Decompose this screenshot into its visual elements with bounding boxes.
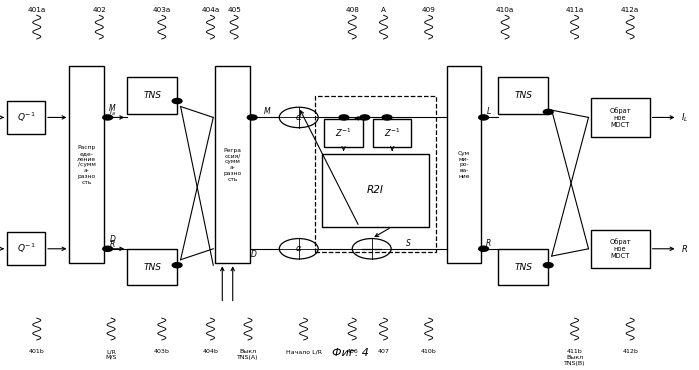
Bar [127, 77, 177, 114]
Text: TNS: TNS [143, 263, 161, 272]
Text: Регра
ссия/
сумм
а-
разно
сть: Регра ссия/ сумм а- разно сть [224, 148, 242, 182]
Text: $Z^{-1}$: $Z^{-1}$ [384, 127, 401, 139]
Circle shape [103, 246, 113, 251]
Text: Выкл
TNS(A): Выкл TNS(A) [237, 349, 259, 360]
Text: 412a: 412a [621, 7, 640, 13]
Text: R2I: R2I [367, 185, 384, 195]
Circle shape [543, 263, 553, 268]
Text: 405: 405 [227, 7, 241, 13]
Bar [324, 119, 363, 147]
Circle shape [103, 115, 113, 120]
Text: 407: 407 [377, 349, 389, 354]
Circle shape [543, 110, 553, 115]
Text: R: R [110, 240, 115, 249]
Bar [69, 66, 104, 263]
Circle shape [247, 115, 257, 120]
Bar [591, 98, 649, 137]
Text: 406: 406 [347, 349, 358, 354]
Circle shape [172, 263, 182, 268]
Text: Обрат
ное
MDCT: Обрат ное MDCT [610, 238, 631, 259]
Text: D: D [110, 235, 115, 244]
Bar [447, 66, 482, 263]
Text: 401b: 401b [29, 349, 45, 354]
Bar [498, 249, 548, 285]
Text: TNS: TNS [143, 91, 161, 100]
Bar [322, 154, 429, 227]
Text: R: R [486, 239, 491, 248]
Circle shape [479, 115, 489, 120]
Text: Обрат
ное
MDCT: Обрат ное MDCT [610, 107, 631, 128]
Text: L/R
M/S: L/R M/S [106, 349, 117, 360]
Bar [498, 77, 548, 114]
Bar [7, 232, 45, 265]
Text: 404a: 404a [201, 7, 219, 13]
Text: 403a: 403a [152, 7, 171, 13]
Bar [215, 66, 250, 263]
Text: α: α [296, 244, 301, 253]
Circle shape [172, 98, 182, 104]
Text: 410b: 410b [421, 349, 437, 354]
Text: 408: 408 [345, 7, 359, 13]
Text: $Z^{-1}$: $Z^{-1}$ [336, 127, 352, 139]
Bar [7, 101, 45, 134]
Bar [373, 119, 411, 147]
Text: D: D [251, 250, 257, 259]
Text: M: M [109, 104, 116, 113]
Text: 401a: 401a [28, 7, 46, 13]
Text: 410a: 410a [496, 7, 514, 13]
Text: 411a: 411a [565, 7, 584, 13]
Text: $Q^{-1}$: $Q^{-1}$ [17, 242, 35, 255]
Text: $I_a$: $I_a$ [109, 108, 116, 118]
Text: $I_L$: $I_L$ [681, 111, 689, 124]
Text: 403b: 403b [154, 349, 170, 354]
Circle shape [339, 115, 349, 120]
Circle shape [382, 115, 392, 120]
Text: Начало L/R: Начало L/R [286, 349, 322, 354]
Text: S: S [406, 239, 411, 248]
Text: 412b: 412b [622, 349, 638, 354]
Text: TNS: TNS [514, 91, 532, 100]
Text: Сум
ми-
ро-
ва-
ние: Сум ми- ро- ва- ние [458, 151, 470, 179]
Text: Распр
еде-
ление
/сумм
а-
разно
сть: Распр еде- ление /сумм а- разно сть [77, 145, 96, 185]
Text: 409: 409 [421, 7, 435, 13]
Text: $R$: $R$ [681, 243, 688, 254]
Text: 404b: 404b [203, 349, 218, 354]
Text: TNS: TNS [514, 263, 532, 272]
Text: M: M [264, 107, 271, 117]
Text: α: α [296, 112, 301, 122]
Text: Фиг. 4: Фиг. 4 [333, 348, 369, 358]
Text: 411b
Выкл
TNS(B): 411b Выкл TNS(B) [564, 349, 585, 366]
Bar [591, 230, 649, 268]
Text: L: L [487, 107, 491, 117]
Bar [127, 249, 177, 285]
Text: $Q^{-1}$: $Q^{-1}$ [17, 111, 35, 124]
Circle shape [360, 115, 370, 120]
Circle shape [479, 246, 489, 251]
Text: 402: 402 [92, 7, 106, 13]
Bar [315, 95, 436, 252]
Text: A: A [381, 7, 386, 13]
